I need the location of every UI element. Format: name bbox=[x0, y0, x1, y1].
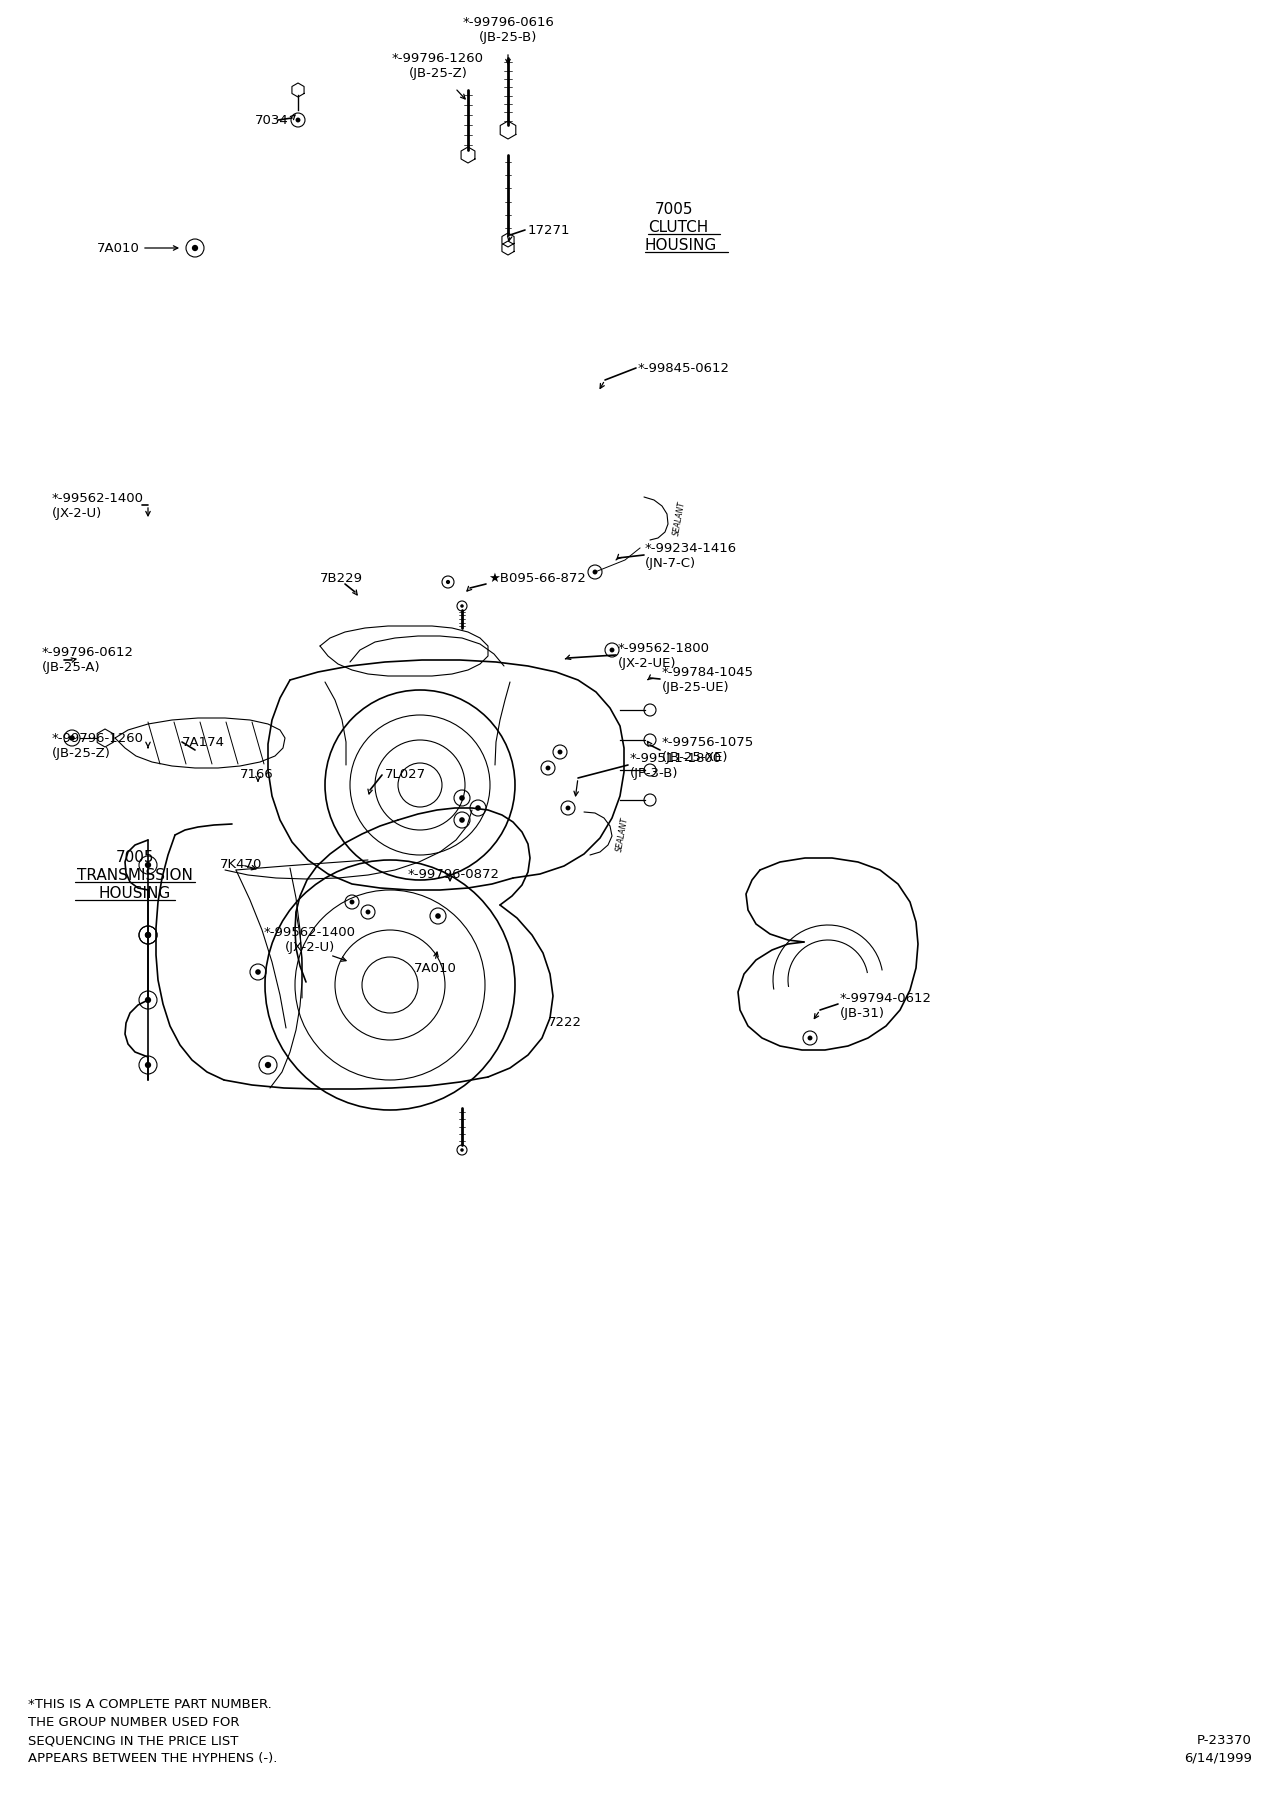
Text: *-99796-1260: *-99796-1260 bbox=[392, 52, 484, 65]
Text: *-99796-1260: *-99796-1260 bbox=[52, 731, 143, 745]
Text: (JB-31): (JB-31) bbox=[840, 1008, 884, 1020]
Text: (JX-2-U): (JX-2-U) bbox=[285, 941, 335, 954]
Text: (JB-25-XE): (JB-25-XE) bbox=[662, 751, 728, 765]
Text: *-99794-0612: *-99794-0612 bbox=[840, 991, 932, 1004]
Circle shape bbox=[349, 900, 355, 905]
Text: (JB-25-B): (JB-25-B) bbox=[479, 32, 538, 45]
Text: (JB-25-Z): (JB-25-Z) bbox=[408, 68, 467, 81]
Text: (JB-25-UE): (JB-25-UE) bbox=[662, 681, 730, 695]
Circle shape bbox=[145, 997, 151, 1004]
Circle shape bbox=[296, 117, 301, 122]
Circle shape bbox=[145, 862, 151, 867]
Circle shape bbox=[461, 603, 463, 607]
Text: 6/14/1999: 6/14/1999 bbox=[1184, 1751, 1252, 1764]
Circle shape bbox=[192, 244, 198, 251]
Text: HOUSING: HOUSING bbox=[99, 887, 172, 902]
Text: HOUSING: HOUSING bbox=[645, 239, 717, 253]
Circle shape bbox=[609, 648, 614, 652]
Text: 7034: 7034 bbox=[255, 113, 289, 126]
Circle shape bbox=[145, 932, 151, 938]
Circle shape bbox=[461, 1148, 463, 1151]
Text: SEALANT: SEALANT bbox=[614, 815, 630, 851]
Text: *-99562-1800: *-99562-1800 bbox=[618, 641, 710, 654]
Circle shape bbox=[145, 1061, 151, 1069]
Circle shape bbox=[808, 1036, 813, 1040]
Text: *-99756-1075: *-99756-1075 bbox=[662, 736, 754, 749]
Circle shape bbox=[265, 1061, 271, 1069]
Text: 7L027: 7L027 bbox=[385, 769, 426, 781]
Circle shape bbox=[460, 817, 465, 823]
Text: 7A174: 7A174 bbox=[182, 736, 225, 749]
Text: *-99562-1400: *-99562-1400 bbox=[264, 925, 356, 939]
Text: 7A010: 7A010 bbox=[97, 241, 140, 255]
Text: (JX-2-UE): (JX-2-UE) bbox=[618, 657, 677, 670]
Text: *THIS IS A COMPLETE PART NUMBER.
THE GROUP NUMBER USED FOR
SEQUENCING IN THE PRI: *THIS IS A COMPLETE PART NUMBER. THE GRO… bbox=[28, 1697, 278, 1765]
Text: CLUTCH: CLUTCH bbox=[648, 221, 708, 235]
Text: 7005: 7005 bbox=[655, 203, 694, 217]
Circle shape bbox=[558, 749, 562, 754]
Circle shape bbox=[435, 912, 440, 920]
Text: TRANSMISSION: TRANSMISSION bbox=[77, 869, 193, 884]
Text: 7222: 7222 bbox=[548, 1015, 582, 1029]
Circle shape bbox=[460, 796, 465, 801]
Text: *-99845-0612: *-99845-0612 bbox=[637, 361, 730, 375]
Circle shape bbox=[566, 806, 571, 810]
Text: (JN-7-C): (JN-7-C) bbox=[645, 557, 696, 571]
Circle shape bbox=[593, 569, 598, 575]
Text: 7166: 7166 bbox=[241, 769, 274, 781]
Text: (JP-3-B): (JP-3-B) bbox=[630, 767, 678, 781]
Text: *-99562-1400: *-99562-1400 bbox=[52, 492, 143, 505]
Circle shape bbox=[255, 970, 261, 975]
Circle shape bbox=[366, 909, 370, 914]
Circle shape bbox=[475, 805, 481, 810]
Text: SEALANT: SEALANT bbox=[672, 499, 687, 535]
Text: *-99234-1416: *-99234-1416 bbox=[645, 542, 737, 555]
Text: (JB-25-A): (JB-25-A) bbox=[42, 661, 101, 675]
Text: *-99784-1045: *-99784-1045 bbox=[662, 666, 754, 679]
Text: (JB-25-Z): (JB-25-Z) bbox=[52, 747, 111, 760]
Text: P-23370: P-23370 bbox=[1197, 1733, 1252, 1746]
Text: 7005: 7005 bbox=[115, 851, 155, 866]
Text: ★B095-66-872: ★B095-66-872 bbox=[488, 571, 586, 584]
Text: *-99511-1800: *-99511-1800 bbox=[630, 751, 722, 765]
Text: *-99796-0612: *-99796-0612 bbox=[42, 645, 134, 659]
Text: 17271: 17271 bbox=[529, 223, 571, 237]
Text: 7B229: 7B229 bbox=[320, 571, 364, 584]
Circle shape bbox=[545, 765, 550, 770]
Text: 7K470: 7K470 bbox=[220, 858, 262, 871]
Text: *-99796-0872: *-99796-0872 bbox=[408, 869, 500, 882]
Text: 7A010: 7A010 bbox=[413, 961, 457, 975]
Circle shape bbox=[445, 580, 451, 584]
Circle shape bbox=[145, 932, 151, 938]
Circle shape bbox=[69, 735, 74, 740]
Text: *-99796-0616: *-99796-0616 bbox=[462, 16, 554, 29]
Text: (JX-2-U): (JX-2-U) bbox=[52, 508, 102, 521]
